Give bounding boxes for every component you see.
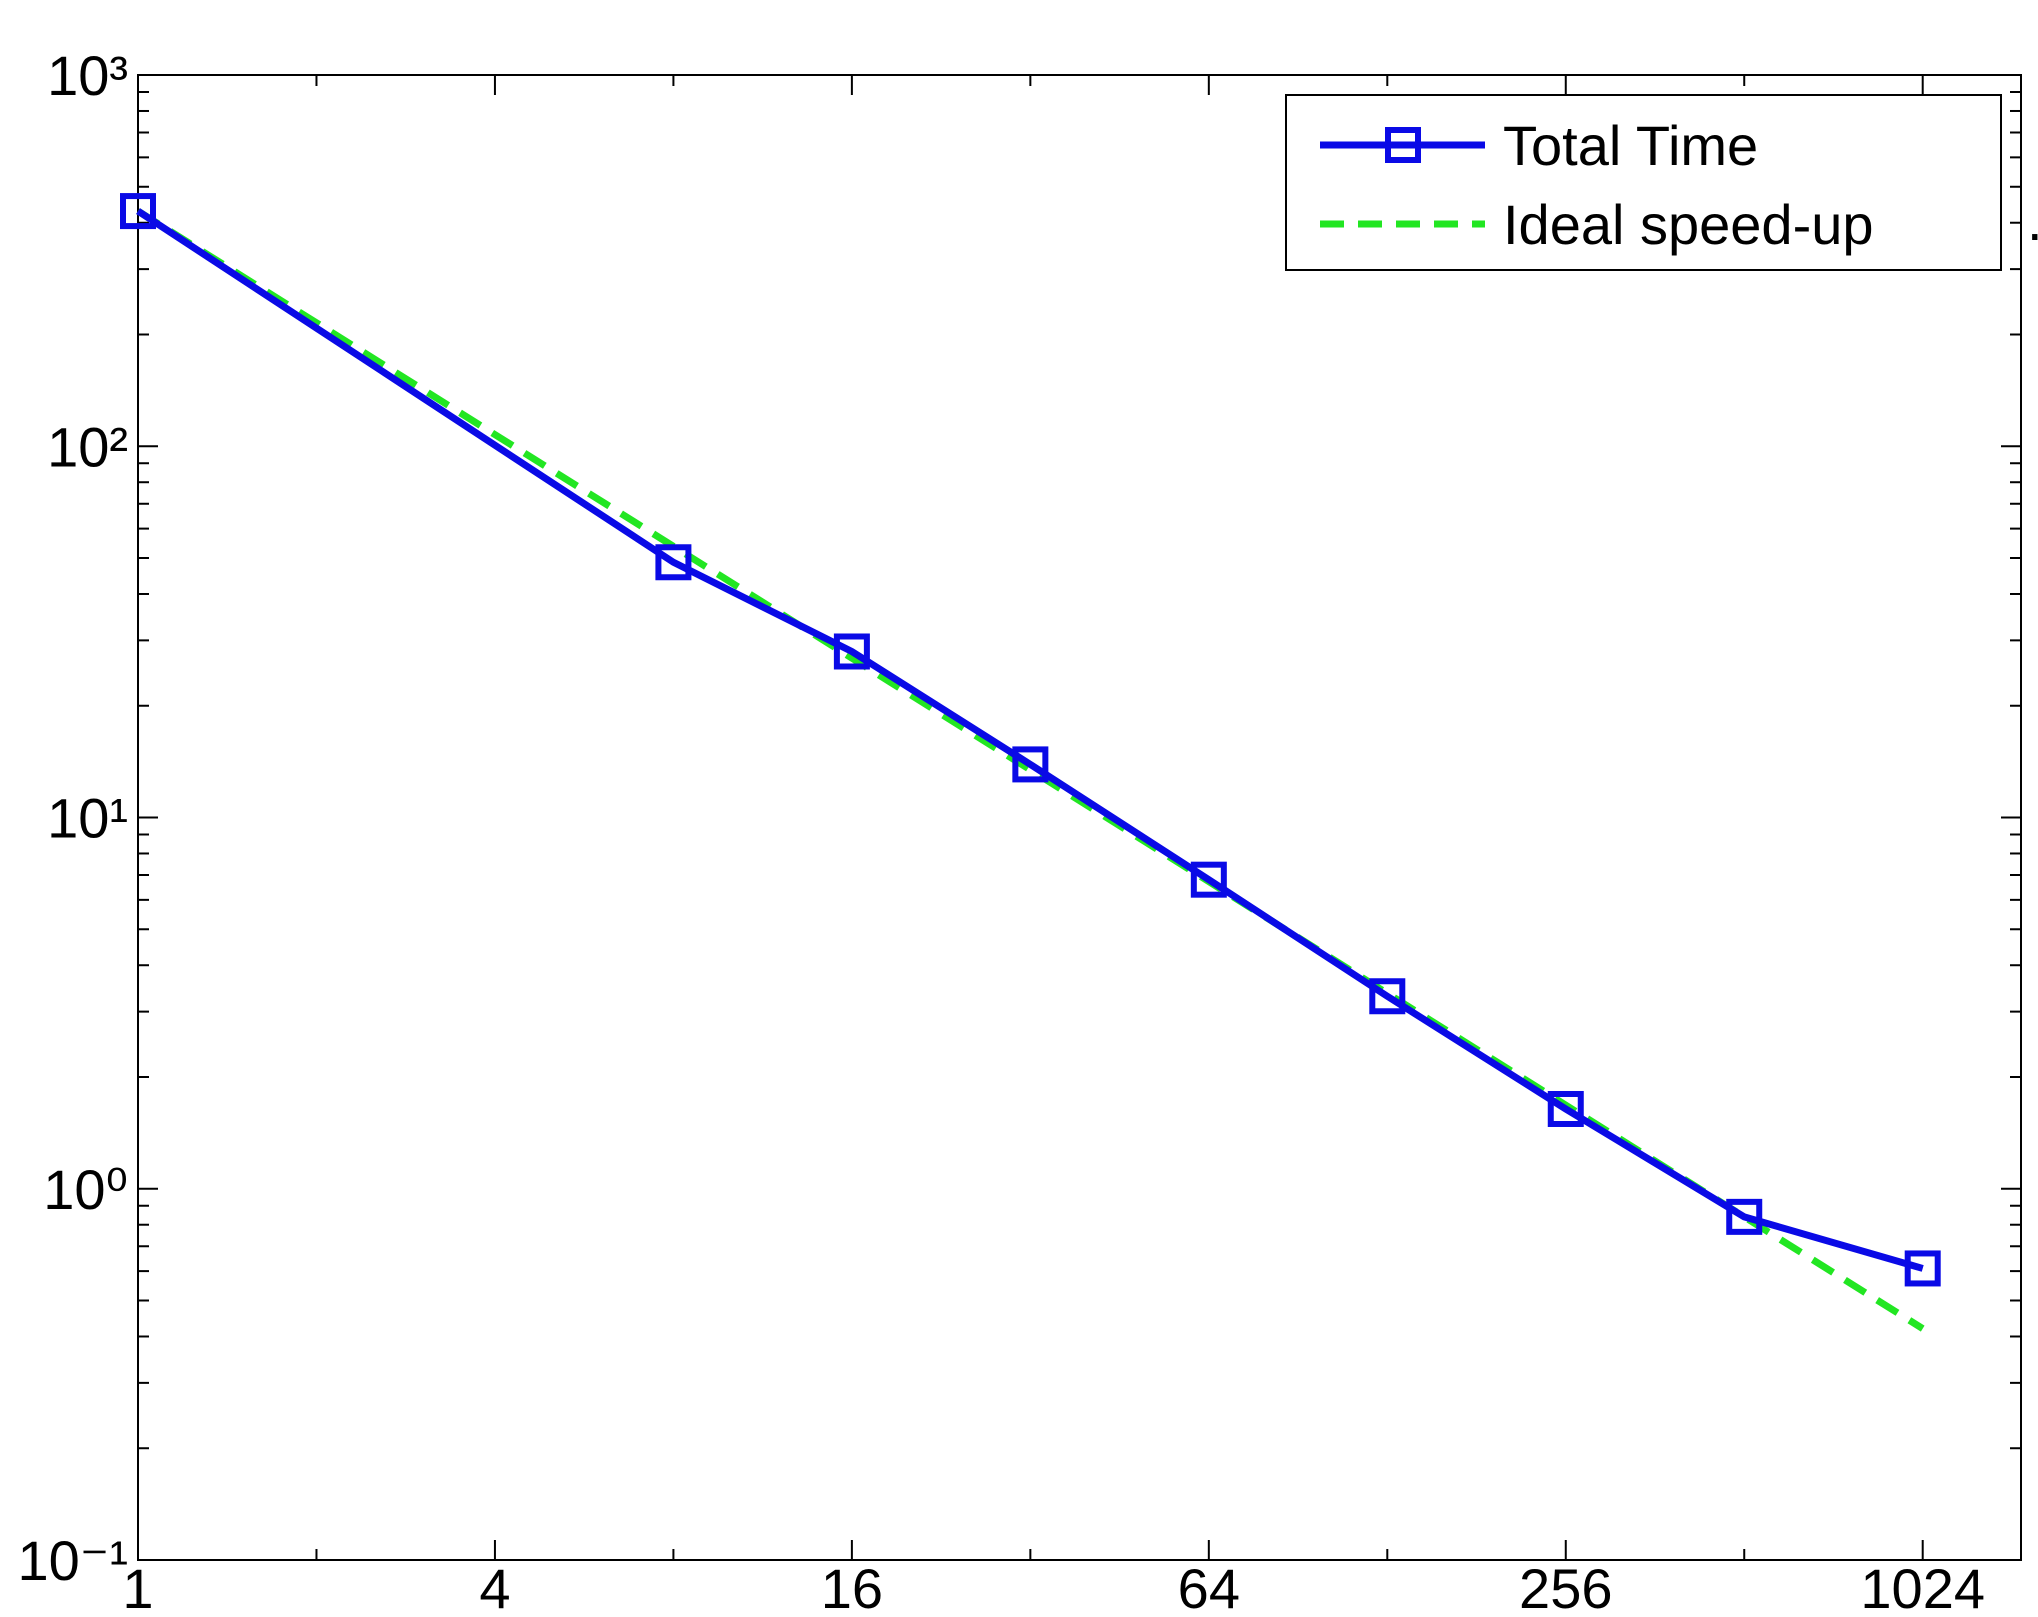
x-tick-label: 256 [1519,1557,1612,1617]
y-tick-label: 10⁻¹ [18,1529,129,1592]
marker [1369,978,1406,1015]
y-tick-label: 10¹ [47,787,128,850]
x-tick-label: 16 [821,1557,883,1617]
marker [655,544,692,581]
marker [833,633,870,670]
legend-box [1285,94,2002,271]
y-tick-label: 10² [47,415,128,478]
marker [1012,746,1049,783]
y-tick-label: 10⁰ [43,1158,128,1221]
legend-label: Total Time [1503,114,1758,177]
legend-label: Ideal speed-up [1503,193,1874,256]
marker [1726,1198,1763,1235]
x-tick-label: 1 [122,1557,153,1617]
y-tick-label: 10³ [47,44,128,107]
marker [120,193,156,230]
x-tick-label: 1024 [1860,1557,1985,1617]
marker [1547,1090,1584,1127]
legend-marker [1385,127,1421,163]
marker [1904,1250,1941,1287]
axes-box [137,74,2022,1561]
annotation: . [2027,189,2038,252]
marker [1190,861,1227,898]
x-tick-label: 64 [1178,1557,1240,1617]
series-line [136,208,1924,1272]
x-tick-label: 4 [479,1557,510,1617]
